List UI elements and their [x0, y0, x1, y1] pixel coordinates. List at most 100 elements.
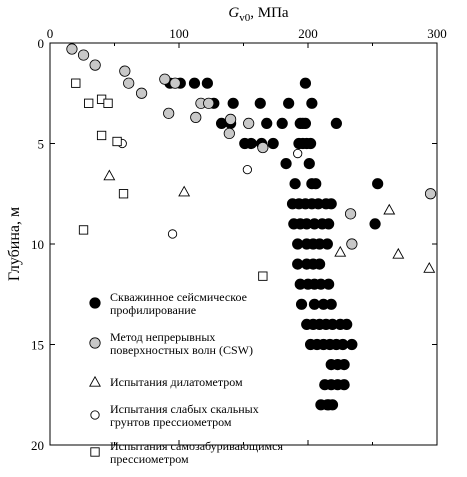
data-point	[159, 73, 171, 85]
data-point	[323, 278, 335, 290]
series-1	[164, 77, 384, 411]
data-point	[344, 208, 357, 220]
x-axis-label: Gv0, МПа	[228, 5, 289, 24]
data-point	[346, 238, 358, 250]
data-point	[258, 271, 268, 281]
data-point	[299, 77, 312, 89]
data-point	[103, 98, 113, 108]
series-3	[103, 169, 436, 273]
y-tick-label: 20	[31, 438, 44, 453]
data-point	[372, 178, 384, 190]
data-point	[89, 59, 101, 71]
data-point	[325, 298, 337, 310]
data-point	[84, 98, 94, 108]
data-point	[314, 258, 326, 270]
data-point	[276, 117, 288, 130]
series-4	[117, 138, 303, 239]
y-axis-label: Глубина, м	[6, 207, 23, 281]
legend-item: Испытания самозабуривающимсяпрессиометро…	[90, 439, 283, 466]
data-point	[169, 77, 181, 89]
data-point	[299, 117, 312, 130]
data-point	[338, 358, 350, 371]
data-point	[223, 127, 235, 140]
legend-marker	[89, 337, 101, 349]
data-points-layer	[66, 43, 437, 411]
data-point	[118, 189, 129, 199]
data-point	[369, 218, 381, 230]
legend-item: Испытания дилатометром	[89, 375, 243, 389]
data-point	[330, 117, 342, 130]
data-point	[163, 107, 175, 119]
data-point	[78, 225, 89, 235]
legend-marker	[89, 375, 101, 387]
data-point	[295, 298, 308, 310]
legend-label: профилирование	[110, 303, 196, 317]
x-tick-label: 300	[427, 26, 447, 41]
x-tick-label: 0	[47, 26, 54, 41]
data-point	[303, 158, 315, 170]
data-point	[66, 43, 78, 55]
data-point	[423, 261, 436, 273]
data-point	[257, 141, 269, 154]
data-point	[325, 198, 337, 210]
data-point	[188, 77, 201, 89]
data-point	[424, 188, 437, 200]
data-point	[201, 77, 213, 89]
data-point	[383, 203, 396, 215]
data-point	[289, 178, 301, 190]
data-point	[178, 185, 191, 197]
data-point	[123, 77, 135, 89]
y-tick-label: 10	[31, 237, 44, 252]
data-point	[310, 178, 322, 190]
legend-marker	[89, 297, 101, 309]
data-point	[304, 137, 317, 150]
series-2	[66, 43, 437, 250]
data-point	[243, 117, 255, 130]
data-point	[203, 97, 215, 109]
data-point	[346, 338, 358, 351]
axis-ticks-layer: 0 100 200 300 0 5 10 15 20	[31, 26, 447, 453]
legend-label: грунтов прессиометром	[110, 415, 232, 429]
data-point	[112, 136, 122, 147]
data-point	[96, 130, 107, 141]
y-tick-label: 5	[38, 137, 45, 152]
legend-marker	[90, 410, 100, 420]
data-point	[227, 97, 239, 109]
data-point	[190, 111, 202, 123]
data-point	[267, 137, 279, 150]
x-tick-label: 200	[298, 26, 318, 41]
data-point	[119, 65, 131, 77]
data-point	[167, 229, 178, 239]
legend-label: Скважинное сейсмическое	[110, 290, 247, 304]
data-point	[321, 238, 333, 250]
data-point	[280, 158, 292, 170]
data-point	[239, 137, 251, 150]
axis-labels-layer: Gv0, МПа Глубина, м	[6, 5, 289, 281]
legend-label: Испытания самозабуривающимся	[110, 439, 283, 453]
legend-label: Испытания слабых скальных	[110, 402, 259, 416]
legend-label: Метод непрерывных	[110, 330, 215, 344]
data-point	[306, 97, 318, 109]
data-point	[323, 218, 335, 230]
legend-label: Испытания дилатометром	[110, 375, 243, 389]
data-point	[323, 399, 335, 411]
series-5	[71, 78, 268, 281]
data-point	[77, 49, 90, 61]
legend-marker	[90, 447, 100, 457]
data-point	[71, 78, 81, 88]
data-point	[225, 113, 237, 125]
data-point	[261, 117, 273, 130]
data-point	[392, 247, 405, 259]
data-point	[254, 97, 266, 109]
data-point	[135, 87, 148, 99]
data-point	[334, 245, 347, 257]
data-point	[103, 169, 116, 181]
data-point	[242, 164, 253, 175]
data-point	[341, 318, 353, 330]
